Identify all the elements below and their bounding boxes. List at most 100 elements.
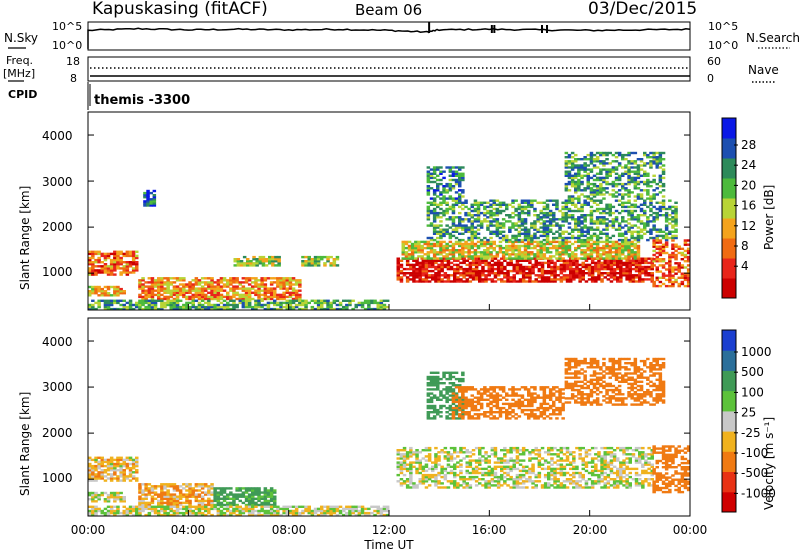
heatmap-cell <box>619 269 623 273</box>
heatmap-cell <box>518 265 523 269</box>
heatmap-cell <box>577 257 581 260</box>
heatmap-cell <box>520 201 525 204</box>
heatmap-cell <box>226 295 230 299</box>
heatmap-cell <box>396 274 400 277</box>
heatmap-cell <box>442 232 446 235</box>
heatmap-cell <box>207 281 211 284</box>
heatmap-cell <box>229 505 233 508</box>
heatmap-cell <box>436 257 440 260</box>
heatmap-cell <box>686 258 691 261</box>
heatmap-cell <box>432 226 437 229</box>
heatmap-cell <box>470 244 474 248</box>
heatmap-cell <box>357 509 362 513</box>
heatmap-cell <box>633 176 638 180</box>
heatmap-cell <box>515 263 520 267</box>
heatmap-cell <box>486 211 490 215</box>
heatmap-cell <box>326 255 330 259</box>
heatmap-cell <box>160 289 164 292</box>
heatmap-cell <box>595 199 600 202</box>
heatmap-cell <box>471 269 476 273</box>
heatmap-cell <box>432 253 437 256</box>
heatmap-cell <box>150 289 155 292</box>
heatmap-cell <box>592 153 597 157</box>
heatmap-cell <box>505 249 509 252</box>
heatmap-cell <box>131 509 136 513</box>
heatmap-cell <box>269 491 274 494</box>
heatmap-cell <box>643 211 647 215</box>
heatmap-cell <box>122 267 126 270</box>
heatmap-cell <box>409 451 413 454</box>
heatmap-cell <box>617 178 622 182</box>
heatmap-cell <box>427 455 432 458</box>
heatmap-cell <box>484 274 488 277</box>
heatmap-cell <box>210 295 214 299</box>
heatmap-cell <box>468 272 473 275</box>
heatmap-cell <box>624 209 628 213</box>
heatmap-cell <box>249 262 253 265</box>
heatmap-cell <box>525 274 529 277</box>
heatmap-cell <box>658 209 663 213</box>
heatmap-cell <box>113 285 117 289</box>
heatmap-cell <box>91 509 95 513</box>
heatmap-cell <box>464 242 468 246</box>
heatmap-cell <box>446 278 451 281</box>
heatmap-cell <box>169 495 173 498</box>
heatmap-cell <box>432 257 437 260</box>
heatmap-cell <box>583 156 587 159</box>
heatmap-cell <box>432 242 437 246</box>
heatmap-cell <box>583 162 587 165</box>
heatmap-cell <box>492 232 496 235</box>
heatmap-cell <box>589 242 594 246</box>
heatmap-cell <box>514 238 518 242</box>
heatmap-cell <box>396 261 400 265</box>
heatmap-cell <box>495 218 500 221</box>
heatmap-cell <box>558 253 562 256</box>
heatmap-cell <box>614 244 619 248</box>
heatmap-cell <box>298 289 302 292</box>
heatmap-cell <box>481 267 485 271</box>
heatmap-cell <box>247 507 252 511</box>
heatmap-cell <box>540 272 545 275</box>
heatmap-cell <box>520 251 525 254</box>
heatmap-cell <box>439 203 443 206</box>
heatmap-cell <box>414 246 418 250</box>
heatmap-cell <box>605 170 609 173</box>
heatmap-cell <box>307 255 311 259</box>
heatmap-cell <box>561 246 565 250</box>
heatmap-cell <box>399 463 404 466</box>
heatmap-cell <box>664 226 669 229</box>
heatmap-cell <box>88 285 92 289</box>
heatmap-cell <box>232 501 236 505</box>
heatmap-cell <box>298 511 302 515</box>
heatmap-cell <box>602 220 606 223</box>
noise-right-tick-top: 10^5 <box>708 20 738 33</box>
heatmap-cell <box>109 273 114 276</box>
heatmap-cell <box>589 253 594 256</box>
heatmap-cell <box>473 244 478 248</box>
heatmap-cell <box>611 251 616 254</box>
heatmap-cell <box>599 191 603 194</box>
heatmap-cell <box>649 180 653 184</box>
heatmap-cell <box>263 513 268 517</box>
heatmap-cell <box>622 272 626 275</box>
heatmap-cell <box>569 280 573 283</box>
heatmap-cell <box>624 189 628 192</box>
heatmap-cell <box>647 261 651 265</box>
heatmap-cell <box>194 277 199 280</box>
heatmap-cell <box>348 507 352 511</box>
heatmap-cell <box>437 267 441 271</box>
heatmap-cell <box>116 287 120 291</box>
heatmap-cell <box>429 224 434 227</box>
heatmap-cell <box>94 511 98 515</box>
heatmap-cell <box>500 263 504 267</box>
heatmap-cell <box>570 214 575 217</box>
heatmap-cell <box>512 267 516 271</box>
heatmap-cell <box>540 276 545 279</box>
heatmap-cell <box>185 497 189 500</box>
heatmap-cell <box>627 240 631 244</box>
heatmap-cell <box>436 166 440 169</box>
heatmap-cell <box>440 267 444 271</box>
heatmap-cell <box>564 214 569 217</box>
heatmap-cell <box>501 234 506 238</box>
heatmap-cell <box>474 267 479 271</box>
